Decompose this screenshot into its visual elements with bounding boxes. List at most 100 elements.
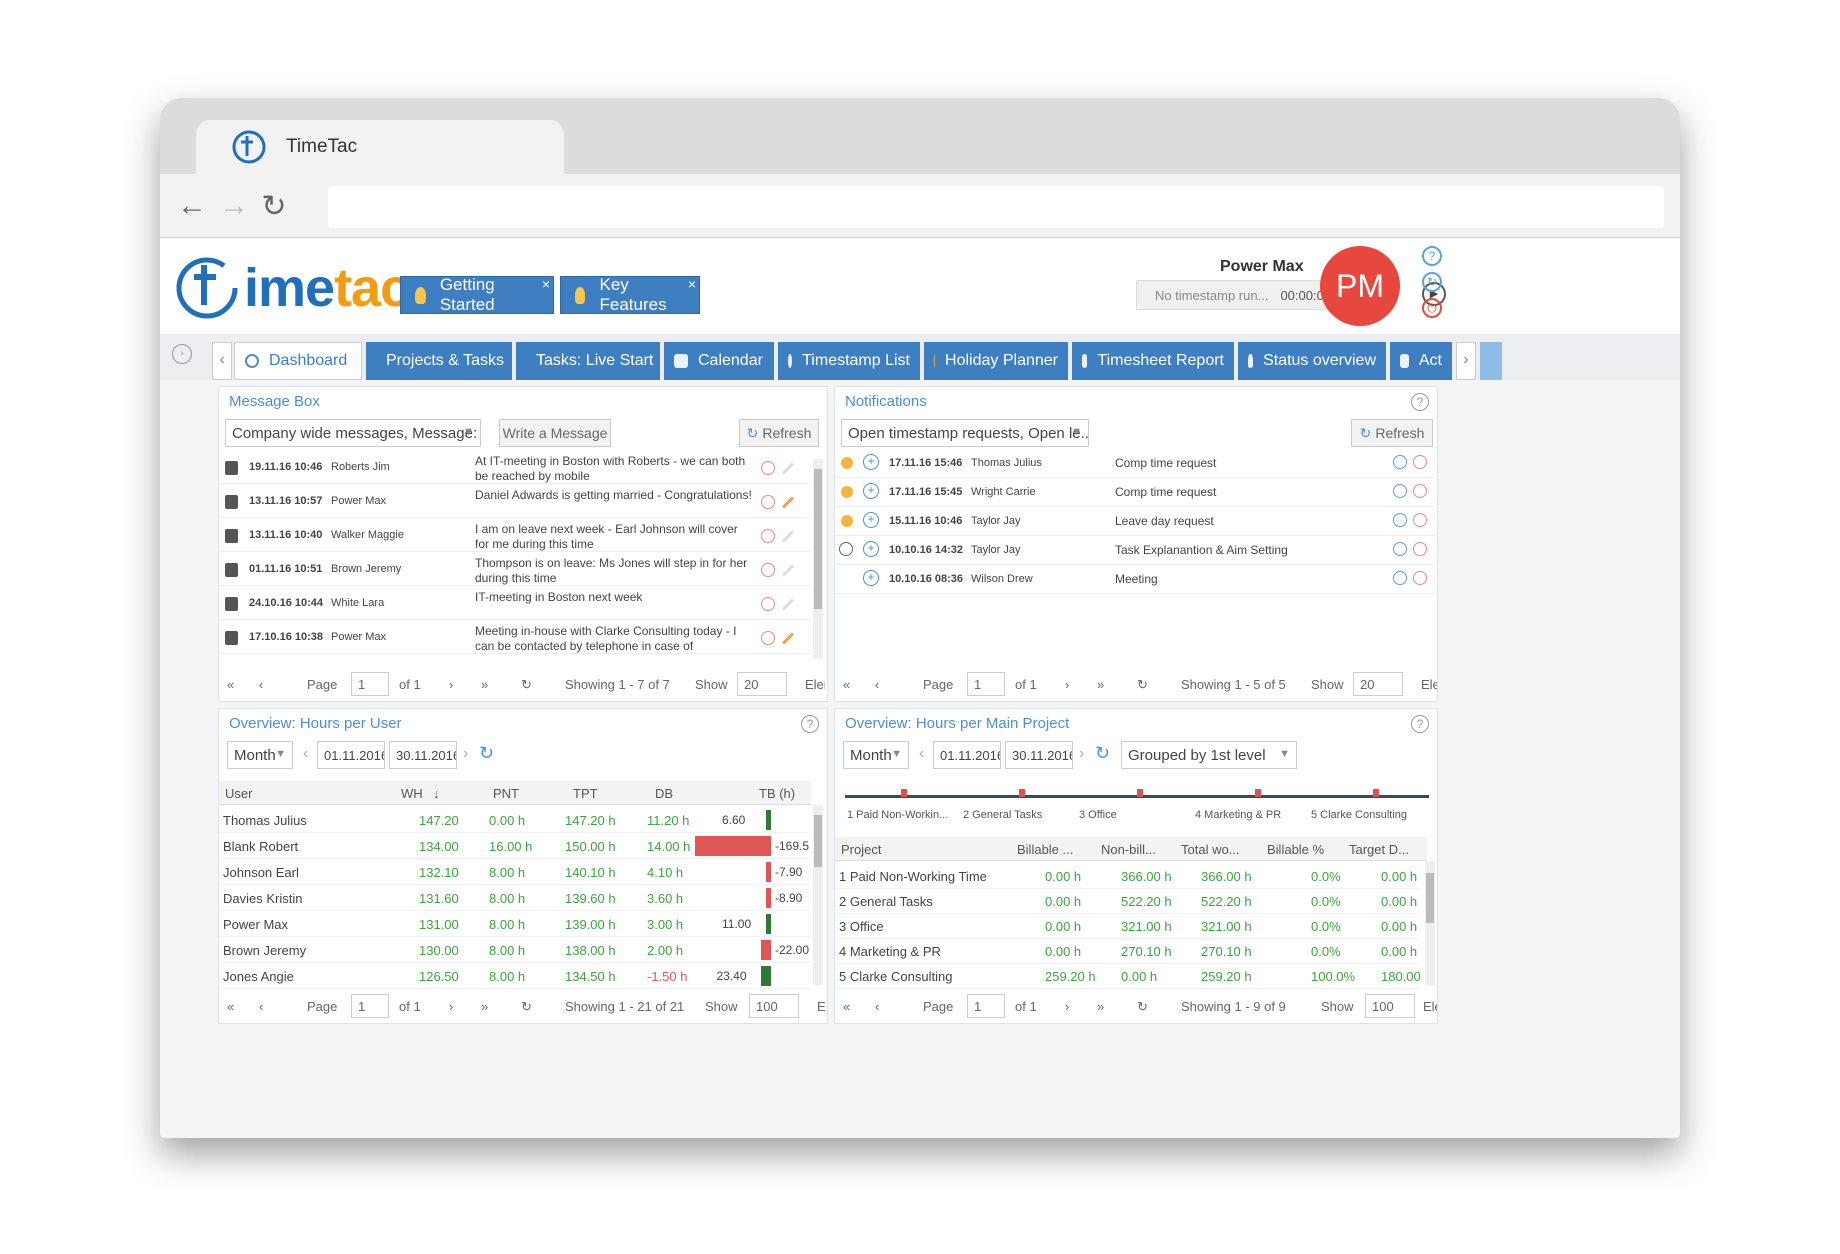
close-icon[interactable]: × — [541, 276, 550, 292]
edit-icon[interactable] — [781, 496, 795, 509]
refresh-icon[interactable]: ↻ — [1422, 272, 1442, 292]
show-select[interactable]: 20 — [737, 672, 787, 696]
view-icon[interactable] — [1393, 513, 1407, 527]
message-row[interactable]: 13.11.16 10:57 Power Max Daniel Adwards is… — [219, 485, 811, 518]
page-input[interactable]: 1 — [967, 672, 1005, 696]
message-row[interactable]: 24.10.16 10:44 White Lara IT-meeting in Bo… — [219, 587, 811, 620]
prev-page-icon[interactable]: ‹ — [259, 999, 264, 1014]
lightbulb-tab-icon[interactable] — [1480, 342, 1502, 380]
notification-row[interactable]: +15.11.16 10:46 Taylor Jay Leave day reque… — [835, 507, 1435, 536]
add-icon[interactable]: + — [863, 512, 879, 528]
edit-icon[interactable] — [781, 564, 795, 577]
message-row[interactable]: 13.11.16 10:40 Walker Maggie I am on leave… — [219, 519, 811, 552]
view-icon[interactable] — [1393, 571, 1407, 585]
message-scrollbar[interactable] — [813, 459, 823, 659]
page-input[interactable]: 1 — [967, 994, 1005, 1018]
next-period-icon[interactable]: › — [463, 745, 469, 762]
page-input[interactable]: 1 — [351, 994, 389, 1018]
help-icon[interactable]: ? — [1411, 715, 1429, 733]
reload-icon[interactable]: ↻ — [261, 189, 287, 223]
message-refresh-button[interactable]: ↻ Refresh — [739, 419, 819, 447]
delete-icon[interactable] — [761, 631, 775, 645]
tab-timestamp-list[interactable]: Timestamp List — [778, 342, 920, 380]
pager-refresh-icon[interactable]: ↻ — [521, 999, 532, 1014]
prev-page-icon[interactable]: ‹ — [875, 999, 880, 1014]
date-from-input[interactable]: 01.11.2016 — [317, 741, 385, 769]
show-select[interactable]: 100 — [1365, 994, 1415, 1018]
last-page-icon[interactable]: » — [481, 999, 489, 1014]
edit-icon[interactable] — [781, 598, 795, 611]
tabs-scroll-right-icon[interactable]: › — [1456, 342, 1476, 380]
notification-row[interactable]: +10.10.16 14:32 Taylor Jay Task Explananti… — [835, 536, 1435, 565]
tab-calendar[interactable]: Calendar — [664, 342, 774, 380]
project-scrollbar[interactable] — [1425, 861, 1435, 985]
delete-icon[interactable] — [761, 597, 775, 611]
table-row[interactable]: Johnson Earl 132.10 8.00 h 140.10 h 4.10 h -7… — [219, 859, 811, 885]
tab-status-overview[interactable]: Status overview — [1238, 342, 1386, 380]
table-row[interactable]: Blank Robert 134.00 16.00 h 150.00 h 14.00 h… — [219, 833, 811, 859]
prev-page-icon[interactable]: ‹ — [875, 677, 880, 692]
notification-refresh-button[interactable]: ↻ Refresh — [1351, 419, 1433, 447]
date-from-input[interactable]: 01.11.2016 — [933, 741, 1001, 769]
view-icon[interactable] — [1393, 542, 1407, 556]
close-icon[interactable]: × — [687, 276, 696, 292]
reject-icon[interactable] — [1413, 455, 1427, 469]
add-icon[interactable]: + — [863, 541, 879, 557]
browser-tab[interactable]: TimeTac — [196, 120, 564, 174]
period-select[interactable]: Month ▼ — [843, 741, 909, 769]
prev-period-icon[interactable]: ‹ — [919, 745, 925, 762]
next-period-icon[interactable]: › — [1079, 745, 1085, 762]
period-select[interactable]: Month ▼ — [227, 741, 293, 769]
key-features-button[interactable]: Key Features × — [560, 275, 700, 314]
date-to-input[interactable]: 30.11.2016 — [1005, 741, 1073, 769]
notification-row[interactable]: +10.10.16 08:36 Wilson Drew Meeting — [835, 565, 1435, 594]
sidebar-toggle-icon[interactable]: › — [172, 344, 192, 364]
prev-period-icon[interactable]: ‹ — [303, 745, 309, 762]
user-scrollbar[interactable] — [813, 805, 823, 985]
first-page-icon[interactable]: « — [227, 677, 235, 692]
edit-icon[interactable] — [781, 462, 795, 475]
delete-icon[interactable] — [761, 461, 775, 475]
show-select[interactable]: 100 — [749, 994, 799, 1018]
first-page-icon[interactable]: « — [843, 999, 851, 1014]
avatar[interactable]: PM — [1320, 246, 1400, 326]
show-select[interactable]: 20 — [1353, 672, 1403, 696]
refresh-icon[interactable]: ↻ — [1095, 743, 1111, 763]
power-icon[interactable]: ⏻ — [1422, 298, 1442, 318]
last-page-icon[interactable]: » — [1097, 999, 1105, 1014]
pager-refresh-icon[interactable]: ↻ — [1137, 999, 1148, 1014]
write-message-button[interactable]: Write a Message — [499, 419, 611, 447]
message-row[interactable]: 19.11.16 10:46 Roberts Jim At IT-meeting i… — [219, 451, 811, 484]
pager-refresh-icon[interactable]: ↻ — [521, 677, 532, 692]
tab-projects-tasks[interactable]: Projects & Tasks — [366, 342, 512, 380]
forward-arrow-icon[interactable]: → — [219, 189, 249, 222]
last-page-icon[interactable]: » — [1097, 677, 1105, 692]
reject-icon[interactable] — [1413, 484, 1427, 498]
first-page-icon[interactable]: « — [227, 999, 235, 1014]
table-row[interactable]: 5 Clarke Consulting 259.20 h 0.00 h 259.20 … — [835, 963, 1432, 989]
table-row[interactable]: Thomas Julius 147.20 0.00 h 147.20 h 11.20 h… — [219, 807, 811, 833]
back-arrow-icon[interactable]: ← — [177, 189, 207, 222]
address-bar[interactable] — [328, 186, 1664, 228]
edit-icon[interactable] — [781, 530, 795, 543]
tab-act[interactable]: Act — [1390, 342, 1452, 380]
prev-page-icon[interactable]: ‹ — [259, 677, 264, 692]
notification-filter-select[interactable]: Open timestamp requests, Open le... ▼ — [841, 419, 1089, 447]
message-filter-select[interactable]: Company wide messages, Message: ▼ — [225, 419, 481, 447]
notification-row[interactable]: +17.11.16 15:45 Wright Carrie Comp time re… — [835, 478, 1435, 507]
message-row[interactable]: 17.10.16 10:38 Power Max Meeting in-house … — [219, 621, 811, 654]
delete-icon[interactable] — [761, 495, 775, 509]
help-icon[interactable]: ? — [1411, 393, 1429, 411]
add-icon[interactable]: + — [863, 483, 879, 499]
tab-tasks-live-start[interactable]: Tasks: Live Start — [516, 342, 660, 380]
getting-started-button[interactable]: Getting Started × — [400, 275, 554, 314]
notification-row[interactable]: +17.11.16 15:46 Thomas Julius Comp time re… — [835, 449, 1435, 478]
next-page-icon[interactable]: › — [449, 677, 454, 692]
table-row[interactable]: Power Max 131.00 8.00 h 139.00 h 3.00 h 11.00 — [219, 911, 811, 937]
next-page-icon[interactable]: › — [1065, 677, 1070, 692]
edit-icon[interactable] — [781, 632, 795, 645]
grouping-select[interactable]: Grouped by 1st level ▼ — [1121, 741, 1297, 769]
table-row[interactable]: Brown Jeremy 130.00 8.00 h 138.00 h 2.00 h -2… — [219, 937, 811, 963]
add-icon[interactable]: + — [863, 454, 879, 470]
add-icon[interactable]: + — [863, 570, 879, 586]
